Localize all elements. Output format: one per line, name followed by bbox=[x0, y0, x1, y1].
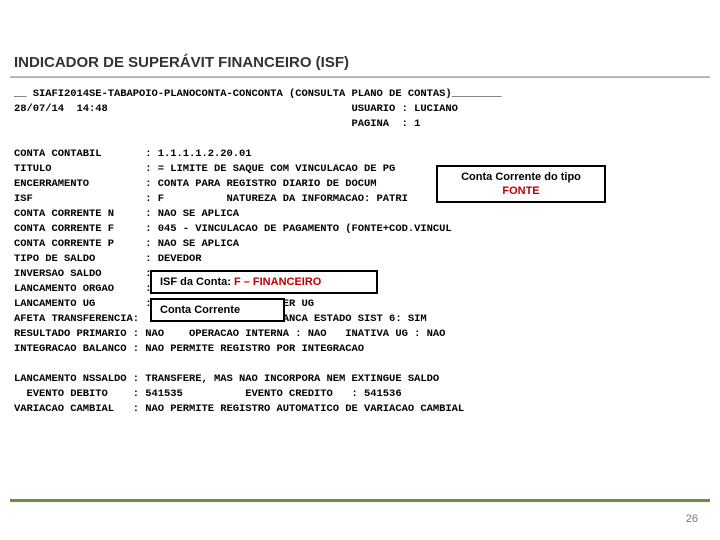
terminal-block: __ SIAFI2014SE-TABAPOIO-PLANOCONTA-CONCO… bbox=[14, 87, 706, 417]
callout-text: Conta Corrente do tipo bbox=[461, 171, 581, 183]
callout-conta-corrente: Conta Corrente bbox=[150, 298, 285, 322]
term-line: LANCAMENTO NSSALDO : TRANSFERE, MAS NAO … bbox=[14, 373, 439, 385]
term-line: CONTA CONTABIL : 1.1.1.1.2.20.01 bbox=[14, 148, 252, 160]
term-line: RESULTADO PRIMARIO : NAO OPERACAO INTERN… bbox=[14, 328, 445, 340]
page-number: 26 bbox=[686, 513, 698, 525]
footer-rule bbox=[10, 499, 710, 502]
term-line: TITULO : = LIMITE DE SAQUE COM VINCULACA… bbox=[14, 163, 395, 175]
term-line: CONTA CORRENTE P : NAO SE APLICA bbox=[14, 238, 239, 250]
page-number-text: 26 bbox=[686, 513, 698, 525]
callout-red: FONTE bbox=[502, 185, 539, 197]
section-title-text: INDICADOR DE SUPERÁVIT FINANCEIRO (ISF) bbox=[14, 54, 349, 71]
callout-text: Conta Corrente bbox=[160, 304, 240, 316]
term-line: CONTA CORRENTE F : 045 - VINCULACAO DE P… bbox=[14, 223, 452, 235]
callout-isf-financeiro: ISF da Conta: F – FINANCEIRO bbox=[150, 270, 378, 294]
term-line: TIPO DE SALDO : DEVEDOR bbox=[14, 253, 202, 265]
callout-red: F – FINANCEIRO bbox=[234, 276, 321, 288]
section-title: INDICADOR DE SUPERÁVIT FINANCEIRO (ISF) bbox=[14, 54, 706, 77]
term-line: ENCERRAMENTO : CONTA PARA REGISTRO DIARI… bbox=[14, 178, 377, 190]
term-line: LANCAMENTO ORGAO : bbox=[14, 283, 152, 295]
term-line: INVERSAO SALDO : bbox=[14, 268, 152, 280]
callout-conta-corrente-fonte: Conta Corrente do tipo FONTE bbox=[436, 165, 606, 203]
term-line: EVENTO DEBITO : 541535 EVENTO CREDITO : … bbox=[14, 388, 402, 400]
term-line: VARIACAO CAMBIAL : NAO PERMITE REGISTRO … bbox=[14, 403, 464, 415]
term-line: CONTA CORRENTE N : NAO SE APLICA bbox=[14, 208, 239, 220]
header-underline bbox=[10, 76, 710, 78]
term-line: PAGINA : 1 bbox=[14, 118, 420, 130]
term-line: __ SIAFI2014SE-TABAPOIO-PLANOCONTA-CONCO… bbox=[14, 88, 502, 100]
term-line: ISF : F NATUREZA DA INFORMACAO: PATRI bbox=[14, 193, 408, 205]
callout-text: ISF da Conta: bbox=[160, 276, 234, 288]
term-line: INTEGRACAO BALANCO : NAO PERMITE REGISTR… bbox=[14, 343, 364, 355]
term-line: 28/07/14 14:48 USUARIO : LUCIANO bbox=[14, 103, 458, 115]
